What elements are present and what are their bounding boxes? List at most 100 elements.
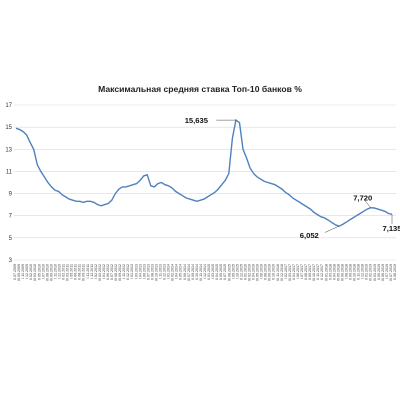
x-tick-label: II.02.2011 xyxy=(62,264,66,280)
annotation-label: 6,052 xyxy=(300,231,319,240)
annotation-leader xyxy=(324,225,339,233)
x-tick-label: II.08.2019 xyxy=(393,264,397,280)
x-tick-label: I.07.2010 xyxy=(41,264,45,279)
x-tick-label: I.01.2014 xyxy=(167,264,171,279)
x-tick-label: III.10.2017 xyxy=(312,264,316,281)
x-tick-label: III.05.2016 xyxy=(256,264,260,281)
x-tick-label: III.11.2016 xyxy=(276,264,280,281)
x-tick-label: III.10.2018 xyxy=(353,264,357,281)
x-tick-label: II.10.2016 xyxy=(272,264,276,280)
x-tick-label: III.07.2019 xyxy=(389,264,393,281)
x-tick-label: I.02.2012 xyxy=(94,264,98,279)
x-tick-label: II.01.2019 xyxy=(365,264,369,280)
x-tick-label: II.03.2018 xyxy=(328,264,332,280)
y-tick-label: 17 xyxy=(5,103,12,109)
x-tick-label: II.11.2018 xyxy=(357,264,361,280)
x-tick-label: II.07.2013 xyxy=(146,264,150,280)
x-tick-label: II.07.2009 xyxy=(13,264,17,280)
y-tick-label: 15 xyxy=(5,125,12,131)
x-tick-label: III.10.2013 xyxy=(154,264,158,281)
x-tick-label: III.03.2017 xyxy=(288,264,292,281)
x-tick-label: I.12.2010 xyxy=(57,264,61,279)
x-tick-label: I.03.2015 xyxy=(211,264,215,279)
x-tick-label: II.12.2012 xyxy=(126,264,130,280)
y-axis-ticks: 3 5 7 9 11 13 15 17 xyxy=(5,103,12,264)
x-tick-label: I.10.2015 xyxy=(235,264,239,279)
annotation-label: 7,135 xyxy=(382,224,400,233)
y-tick-label: 3 xyxy=(9,258,13,264)
x-tick-label: I.12.2018 xyxy=(361,264,365,279)
x-tick-label: III.09.2011 xyxy=(82,264,86,281)
y-tick-label: 5 xyxy=(9,236,13,242)
x-tick-label: I.07.2019 xyxy=(385,264,389,279)
x-tick-label: I.04.2014 xyxy=(175,264,179,279)
y-tick-label: 13 xyxy=(5,147,12,153)
x-tick-label: II.08.2017 xyxy=(304,264,308,280)
x-tick-label: III.09.2016 xyxy=(268,264,272,281)
x-tick-label: II.04.2016 xyxy=(252,264,256,280)
x-tick-label: II.04.2018 xyxy=(332,264,336,280)
x-tick-label: II.08.2013 xyxy=(150,264,154,280)
x-tick-label: II.04.2017 xyxy=(292,264,296,280)
x-tick-label: III.12.2016 xyxy=(280,264,284,281)
x-tick-label: I.05.2011 xyxy=(70,264,74,279)
x-tick-label: II.10.2014 xyxy=(195,264,199,280)
x-tick-label: I.08.2018 xyxy=(344,264,348,279)
annotation-label: 15,635 xyxy=(185,116,209,125)
x-tick-label: II.08.2016 xyxy=(264,264,268,280)
x-tick-label: II.12.2013 xyxy=(163,264,167,280)
x-tick-label: I.12.2009 xyxy=(25,264,29,279)
x-tick-label: II.12.2017 xyxy=(320,264,324,280)
x-tick-label: II.01.2015 xyxy=(207,264,211,280)
x-tick-label: III.09.2010 xyxy=(49,264,53,281)
x-tick-label: I.11.2010 xyxy=(53,264,57,279)
x-tick-label: III.11.2014 xyxy=(199,264,203,281)
x-tick-label: III.06.2018 xyxy=(340,264,344,281)
x-tick-label: I.04.2013 xyxy=(138,264,142,279)
x-tick-label: I.12.2011 xyxy=(90,264,94,279)
x-tick-label: III.02.2014 xyxy=(171,264,175,281)
x-tick-label: II.07.2015 xyxy=(223,264,227,280)
annotations: 15,635 7,720 6,052 7,135 xyxy=(185,116,400,240)
x-tick-label: II.05.2019 xyxy=(377,264,381,280)
x-tick-label: III.02.2019 xyxy=(369,264,373,281)
x-tick-label: II.04.2015 xyxy=(215,264,219,280)
x-tick-label: III.03.2010 xyxy=(33,264,37,281)
x-tick-label: I.02.2017 xyxy=(284,264,288,279)
x-tick-label: II.02.2010 xyxy=(29,264,33,280)
x-tick-label: III.03.2011 xyxy=(66,264,70,281)
x-tick-label: I.11.2011 xyxy=(86,264,90,278)
x-tick-label: II.07.2012 xyxy=(110,264,114,280)
x-tick-label: I.01.2013 xyxy=(130,264,134,279)
x-tick-label: III.06.2019 xyxy=(381,264,385,281)
x-tick-label: II.06.2012 xyxy=(106,264,110,280)
x-tick-label: I.11.2009 xyxy=(21,264,25,279)
x-tick-label: II.05.2014 xyxy=(179,264,183,280)
x-tick-label: I.03.2013 xyxy=(134,264,138,279)
y-tick-label: 11 xyxy=(6,169,13,175)
x-tick-label: II.11.2017 xyxy=(316,264,320,280)
x-tick-label: II.09.2018 xyxy=(349,264,353,280)
x-tick-label: II.12.2015 xyxy=(239,264,243,280)
x-tick-label: II.08.2011 xyxy=(78,264,82,280)
x-tick-label: II.09.2014 xyxy=(191,264,195,280)
x-tick-label: I.06.2016 xyxy=(260,264,264,279)
x-tick-label: I.06.2017 xyxy=(296,264,300,279)
x-tick-label: III.01.2018 xyxy=(324,264,328,281)
x-tick-label: III.09.2009 xyxy=(17,264,21,281)
x-tick-label: I.11.2012 xyxy=(122,264,126,279)
x-tick-label: III.09.2012 xyxy=(118,264,122,281)
x-tick-label: I.11.2013 xyxy=(159,264,163,279)
x-tick-label: III.07.2014 xyxy=(187,264,191,281)
y-tick-label: 9 xyxy=(9,192,13,198)
x-tick-label: II.09.2017 xyxy=(308,264,312,280)
x-tick-label: I.12.2014 xyxy=(203,264,207,279)
x-tick-label: I.09.2015 xyxy=(231,264,235,279)
x-tick-label: III.02.2016 xyxy=(247,264,251,281)
x-tick-label: II.05.2015 xyxy=(219,264,223,280)
x-tick-label: II.01.2016 xyxy=(243,264,247,280)
x-axis-ticks: II.07.2009 III.09.2009 I.11.2009 I.12.2009 I… xyxy=(13,264,397,281)
gridlines xyxy=(14,104,396,261)
